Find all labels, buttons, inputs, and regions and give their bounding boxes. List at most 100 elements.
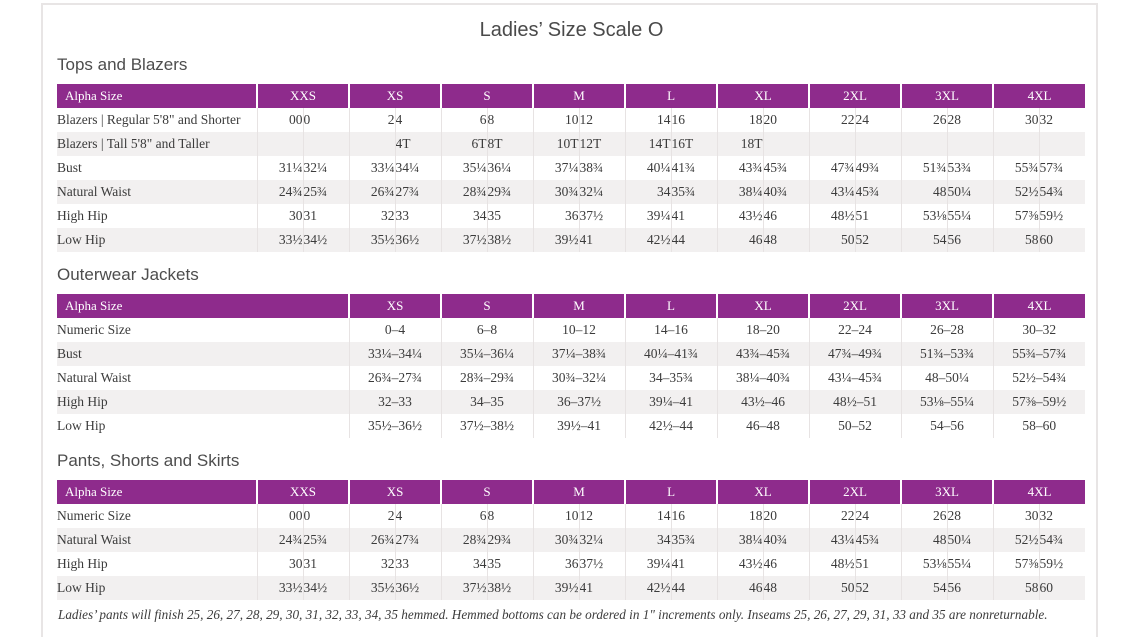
value-cell: 33½ (257, 228, 304, 252)
value-cell: 38¼ (717, 180, 764, 204)
value-cell: 59½ (1039, 208, 1064, 223)
size-column-header: 3XL (901, 294, 994, 318)
value-cell: 28¾ (441, 180, 488, 204)
value-cell: 34 (441, 204, 488, 228)
value-cell: 16 (671, 108, 718, 132)
value-cell: 35¼ (441, 156, 488, 180)
value-cell: 0 (303, 504, 350, 528)
alpha-size-header: Alpha Size (57, 294, 350, 318)
table-row: Low Hip 33½ 34½ 35½ 36½ 37½ 38½ 39½ 41 42½ 44 46 48 5… (57, 576, 1086, 600)
value-cell: 46 (717, 228, 764, 252)
value-cell: 43¼ (809, 528, 856, 552)
size-column-header: XXS (257, 480, 351, 504)
value-cell: 14–16 (625, 318, 718, 342)
value-cell: 41¾ (671, 156, 718, 180)
value-cell: 25¾ (303, 528, 350, 552)
value-cell: 48½–51 (809, 390, 902, 414)
value-cell: 53⅛ (901, 552, 948, 576)
row-label: Low Hip (57, 228, 258, 252)
value-cell: 40¼–41¾ (625, 342, 718, 366)
value-cell: 39¼–41 (625, 390, 718, 414)
size-column-header: 2XL (809, 294, 902, 318)
table-row: Bust 33¼–34¼ 35¼–36¼ 37¼–38¾ 40¼–41¾ 43¾–45¾ 4… (57, 342, 1085, 366)
value-cell: 26¾ (349, 180, 396, 204)
value-cell: 32 (349, 552, 396, 576)
size-column-header: S (441, 84, 535, 108)
value-cell: 12 (579, 108, 626, 132)
value-cell: 31 (303, 552, 350, 576)
value-cell: 28 (947, 504, 994, 528)
table-row: Numeric Size 00 0 2 4 6 8 10 12 14 16 18 20 22 24 26 28 3… (57, 504, 1085, 528)
value-cell: 32 (349, 204, 396, 228)
value-cell: 30–32 (1022, 322, 1057, 337)
value-cell: 18 (717, 504, 764, 528)
size-column-header: XS (349, 84, 443, 108)
value-cell: 30 (257, 204, 304, 228)
value-cell (257, 132, 304, 156)
value-cell: 34 (441, 552, 488, 576)
value-cell: 28 (947, 108, 994, 132)
value-cell: 40¼ (625, 156, 672, 180)
value-cell: 37½ (441, 576, 488, 600)
size-column-header: 2XL (809, 84, 903, 108)
value-cell: 41 (579, 576, 626, 600)
value-cell: 39½ (533, 228, 580, 252)
value-cell: 30¾ (533, 180, 580, 204)
table-row: High Hip 30 31 32 33 34 35 36 37½ 39¼ 41 43½ 46 48½ 51… (57, 204, 1085, 228)
row-label: Low Hip (57, 576, 258, 600)
value-cell: 8 (487, 108, 534, 132)
size-column-header: 4XL (993, 84, 1086, 108)
value-cell: 40¾ (763, 180, 810, 204)
value-cell (1039, 132, 1085, 156)
table-row: Low Hip 35½–36½ 37½–38½ 39½–41 42½–44 46–48 50… (57, 414, 1085, 438)
value-cell: 32¼ (579, 528, 626, 552)
value-cell: 28¾–29¾ (441, 366, 534, 390)
value-cell: 43½–46 (717, 390, 810, 414)
row-label: Blazers | Tall 5'8" and Taller (57, 132, 258, 156)
value-cell: 28¾ (441, 528, 488, 552)
value-cell: 14T (625, 132, 672, 156)
value-cell: 41 (579, 228, 626, 252)
value-cell: 40¾ (763, 528, 810, 552)
value-cell: 32 (1039, 508, 1054, 523)
size-column-header: S (441, 480, 535, 504)
value-cell: 0 (303, 108, 350, 132)
value-cell: 32 (1039, 112, 1054, 127)
value-cell: 43¾ (717, 156, 764, 180)
value-cell: 14 (625, 108, 672, 132)
value-cell: 30 (993, 504, 1040, 528)
value-cell: 4 (395, 504, 442, 528)
value-cell: 54¾ (1039, 532, 1064, 547)
value-cell: 38¾ (579, 156, 626, 180)
value-cell: 6 (441, 108, 488, 132)
value-cell: 41 (671, 204, 718, 228)
value-cell: 52 (855, 576, 902, 600)
value-cell: 43½ (717, 552, 764, 576)
value-cell: 55¾ (993, 156, 1040, 180)
value-cell: 24 (855, 108, 902, 132)
header-row: Alpha Size XS S M L XL 2XL 3XL 4XL (57, 294, 1085, 318)
value-cell: 27¾ (395, 528, 442, 552)
value-cell: 58–60 (1022, 418, 1057, 433)
row-label: High Hip (57, 204, 258, 228)
value-cell: 37½ (579, 204, 626, 228)
value-cell: 36¼ (487, 156, 534, 180)
value-cell: 55¼ (947, 552, 994, 576)
value-cell: 10T (533, 132, 580, 156)
value-cell: 50 (809, 228, 856, 252)
value-cell: 39½ (533, 576, 580, 600)
value-cell: 56 (947, 576, 994, 600)
value-cell (349, 132, 396, 156)
value-cell: 26–28 (901, 318, 994, 342)
value-cell: 56 (947, 228, 994, 252)
alpha-size-header: Alpha Size (57, 84, 258, 108)
table-row: High Hip 32–33 34–35 36–37½ 39¼–41 43½–46 48½–… (57, 390, 1085, 414)
size-column-header: XL (717, 294, 810, 318)
value-cell: 18–20 (717, 318, 810, 342)
page-title: Ladies’ Size Scale O (479, 19, 664, 41)
value-cell: 35 (487, 204, 534, 228)
value-cell: 57⅜ (993, 204, 1040, 228)
value-cell: 36½ (395, 576, 442, 600)
size-column-header: L (625, 480, 719, 504)
value-cell: 46 (717, 576, 764, 600)
